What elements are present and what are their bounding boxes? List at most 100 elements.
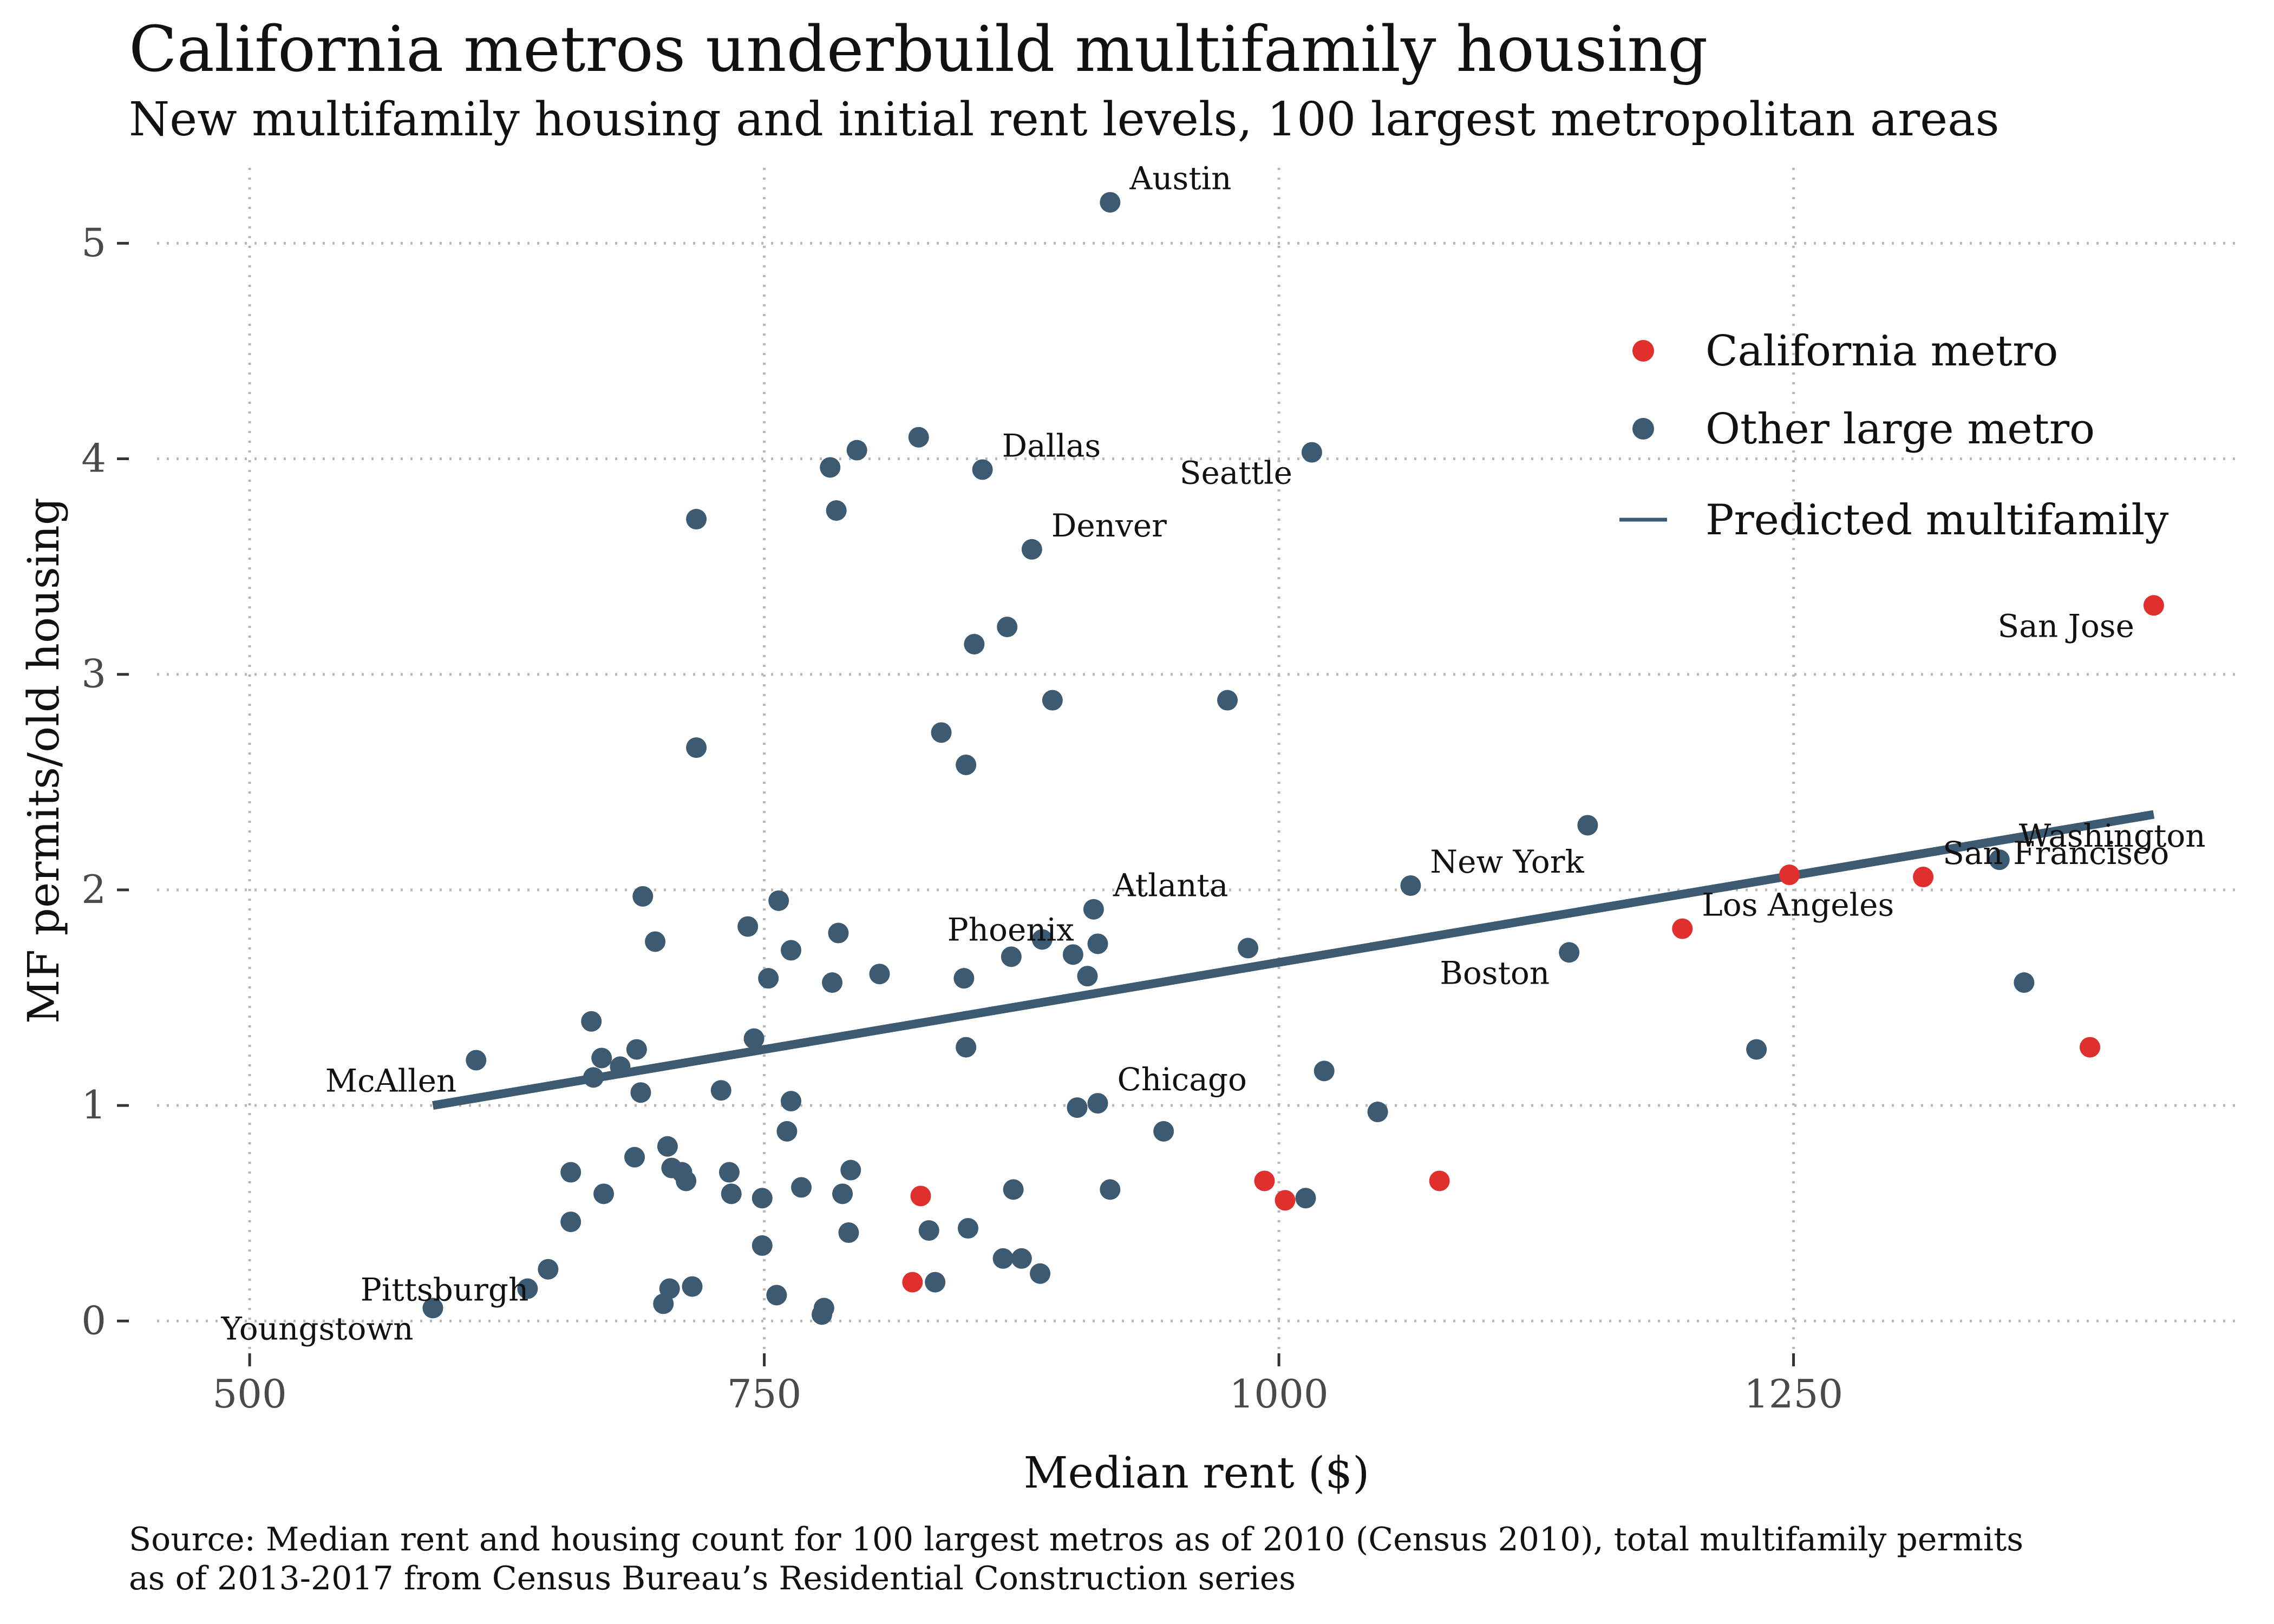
other-metro-point xyxy=(591,1047,612,1069)
other-metro-point xyxy=(583,1067,604,1088)
other-metro-point xyxy=(1295,1188,1316,1209)
other-metro-point xyxy=(624,1147,645,1168)
other-metro-point xyxy=(791,1177,812,1198)
california-point xyxy=(1672,918,1693,939)
other-metro-point xyxy=(838,1222,859,1243)
trend-line-group xyxy=(432,810,2155,1110)
other-metro-point xyxy=(840,1160,861,1181)
other-metro-point xyxy=(776,1121,798,1142)
other-metro-point xyxy=(1314,1060,1335,1082)
y-tick-label: 0 xyxy=(81,1298,106,1343)
other-metro-point xyxy=(653,1293,674,1314)
point-labels: Austin Dallas Seattle Denver San Jose Washing… xyxy=(220,160,2205,1347)
other-metro-point xyxy=(918,1220,939,1241)
point-label: Washington xyxy=(2019,817,2206,854)
other-metro-point xyxy=(1087,1093,1108,1114)
california-point xyxy=(1779,865,1800,886)
y-tick-label: 1 xyxy=(81,1082,106,1128)
other-metro-point xyxy=(925,1272,946,1293)
y-tick-label: 2 xyxy=(81,867,106,912)
other-metro-point xyxy=(1746,1039,1767,1060)
trend-line xyxy=(432,810,2155,1110)
y-axis-title: MF permits/old housing xyxy=(18,497,69,1024)
point-label: Youngstown xyxy=(220,1310,413,1347)
other-metro-point xyxy=(1001,946,1022,967)
other-metro-point xyxy=(581,1011,602,1032)
other-metro-point xyxy=(538,1259,559,1280)
other-metro-point xyxy=(466,1050,487,1071)
other-metro-point xyxy=(1021,539,1042,560)
other-metro-point xyxy=(737,916,759,937)
other-metro-point xyxy=(752,1235,773,1256)
legend-label: Other large metro xyxy=(1706,405,2095,454)
other-metro-point xyxy=(822,972,843,993)
other-metro-point xyxy=(1367,1102,1388,1123)
other-metro-point xyxy=(1989,849,2010,870)
other-metro-point xyxy=(826,500,847,521)
california-point xyxy=(1254,1170,1275,1191)
legend-california-key xyxy=(1632,340,1654,362)
other-metro-point xyxy=(869,964,890,985)
y-tick-label: 3 xyxy=(81,651,106,697)
data-points xyxy=(422,192,2164,1325)
other-metro-point xyxy=(758,968,779,989)
chart-title: California metros underbuild multifamily… xyxy=(129,13,1708,86)
other-metro-point xyxy=(812,1304,833,1325)
other-metro-point xyxy=(626,1039,647,1060)
other-metro-point xyxy=(718,1162,740,1183)
other-metro-point xyxy=(657,1136,678,1157)
other-metro-point xyxy=(1238,938,1259,959)
other-metro-point xyxy=(1030,1263,1051,1284)
other-metro-point xyxy=(1217,690,1238,711)
other-metro-point xyxy=(956,1037,977,1058)
legend-label: California metro xyxy=(1706,327,2058,376)
x-tick-label: 750 xyxy=(727,1371,801,1417)
point-label: Austin xyxy=(1129,160,1231,197)
other-metro-point xyxy=(610,1056,631,1077)
chart-subtitle: New multifamily housing and initial rent… xyxy=(129,93,1999,147)
other-metro-point xyxy=(992,1248,1014,1269)
legend-other-key xyxy=(1632,418,1654,440)
point-label: Los Angeles xyxy=(1702,887,1894,924)
other-metro-point xyxy=(422,1298,443,1319)
other-metro-point xyxy=(781,940,802,961)
other-metro-point xyxy=(560,1212,581,1233)
other-metro-point xyxy=(957,1218,978,1239)
point-label: Seattle xyxy=(1180,455,1292,492)
other-metro-point xyxy=(752,1188,773,1209)
point-label: Atlanta xyxy=(1113,867,1229,904)
other-metro-point xyxy=(2014,972,2035,993)
california-point xyxy=(2080,1037,2101,1058)
x-tick-label: 1250 xyxy=(1744,1371,1843,1417)
point-label: San Jose xyxy=(1998,607,2134,644)
other-metro-point xyxy=(1042,690,1063,711)
other-metro-point xyxy=(997,617,1018,638)
other-metro-point xyxy=(1577,815,1598,836)
other-metro-point xyxy=(766,1285,787,1306)
other-metro-point xyxy=(686,737,707,758)
caption-line-2: as of 2013-2017 from Census Bureau’s Res… xyxy=(129,1560,1296,1597)
other-metro-point xyxy=(686,509,707,530)
other-metro-point xyxy=(1077,966,1098,987)
x-tick-label: 500 xyxy=(212,1371,286,1417)
other-metro-point xyxy=(1100,192,1121,213)
other-metro-point xyxy=(768,890,789,911)
other-metro-point xyxy=(1011,1248,1032,1269)
point-label: New York xyxy=(1430,843,1584,880)
point-label: Denver xyxy=(1051,507,1167,544)
other-metro-point xyxy=(908,427,929,448)
other-metro-point xyxy=(630,1082,651,1103)
other-metro-point xyxy=(682,1276,703,1297)
other-metro-point xyxy=(1083,899,1104,920)
y-tick-label: 4 xyxy=(81,436,106,481)
legend: California metro Other large metro Predict… xyxy=(1619,327,2168,545)
other-metro-point xyxy=(964,633,985,654)
other-metro-point xyxy=(781,1091,802,1112)
other-metro-point xyxy=(1067,1097,1088,1118)
other-metro-point xyxy=(676,1170,697,1191)
other-metro-point xyxy=(743,1028,764,1049)
legend-label: Predicted multifamily xyxy=(1706,496,2168,545)
point-label: San Francisco xyxy=(1943,835,2169,872)
other-metro-point xyxy=(1100,1179,1121,1200)
